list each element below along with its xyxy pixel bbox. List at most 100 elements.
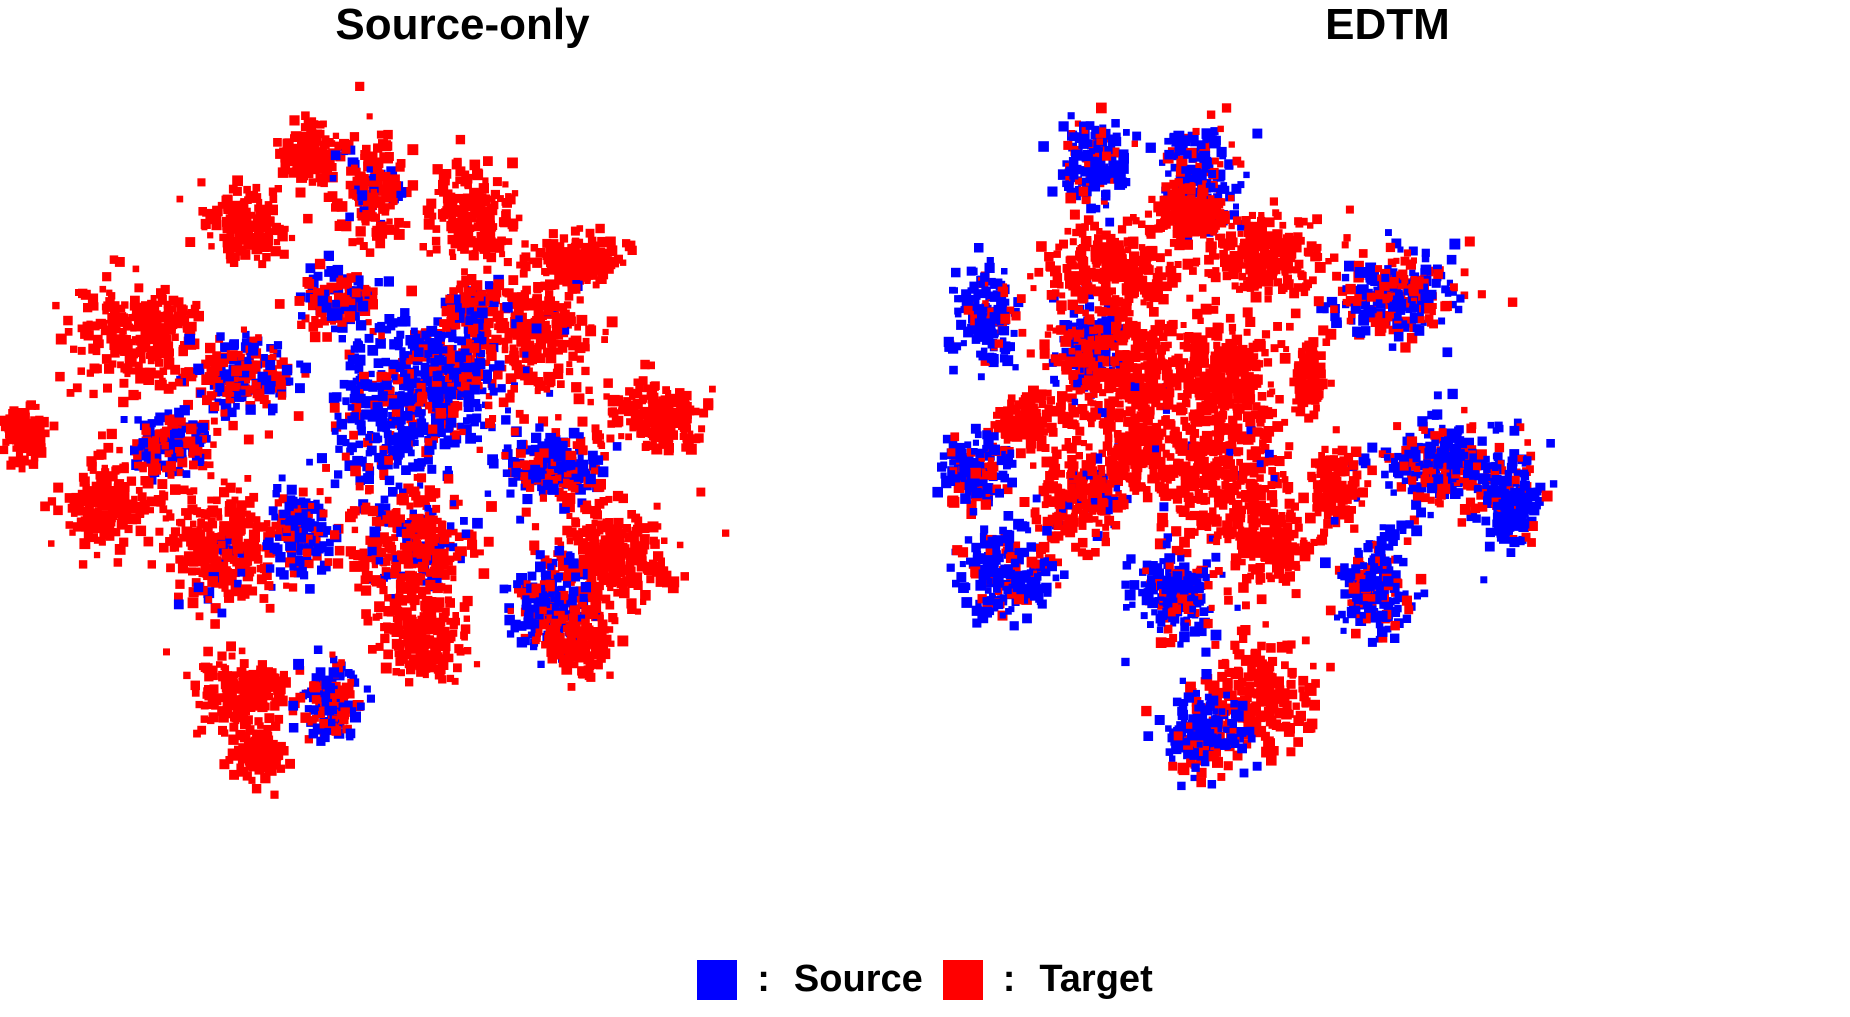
point-source [480, 421, 488, 430]
point-source [378, 461, 387, 470]
point-target [424, 485, 435, 496]
point-target [612, 567, 619, 574]
point-target [2, 438, 10, 446]
point-source [463, 417, 470, 424]
point-target [175, 579, 185, 589]
point-target [183, 399, 193, 410]
point-target [554, 273, 566, 285]
point-target [486, 233, 493, 240]
point-target [76, 517, 84, 524]
point-target [568, 272, 576, 280]
point-target [674, 409, 683, 417]
point-target [283, 582, 290, 589]
point-target [404, 660, 413, 669]
point-target [471, 249, 479, 257]
point-target [551, 312, 560, 320]
point-target [509, 350, 519, 361]
point-source [347, 415, 355, 424]
point-target [178, 311, 187, 321]
point-target [111, 497, 118, 504]
point-target [484, 401, 493, 410]
point-target [131, 336, 139, 344]
point-target [309, 117, 317, 124]
point-target [293, 165, 304, 176]
point-target [363, 616, 373, 626]
point-target [106, 471, 117, 481]
point-target [372, 157, 381, 165]
point-target [390, 569, 400, 578]
point-source [363, 473, 374, 484]
point-target [443, 474, 454, 484]
point-source [375, 557, 384, 565]
point-target [608, 256, 619, 268]
point-target [531, 523, 540, 531]
point-target [590, 600, 602, 612]
point-source [575, 611, 586, 622]
point-target [432, 504, 441, 513]
point-source [503, 444, 512, 453]
point-source [367, 345, 379, 356]
point-target [279, 249, 289, 259]
point-target [155, 527, 164, 536]
point-target [178, 344, 187, 353]
point-source [380, 495, 389, 504]
point-source [542, 444, 552, 453]
point-target [299, 147, 307, 155]
point-target [241, 207, 251, 217]
point-target [117, 304, 126, 312]
point-source [279, 509, 288, 519]
point-target [389, 600, 397, 607]
point-target [338, 698, 347, 706]
point-target [561, 467, 572, 478]
point-target [441, 208, 451, 218]
point-target [388, 174, 400, 186]
point-target [209, 520, 218, 529]
point-source [279, 570, 289, 580]
point-target [619, 259, 627, 266]
point-target [558, 560, 569, 572]
point-source [426, 325, 438, 337]
point-target [429, 212, 437, 220]
point-target [185, 237, 196, 247]
point-target [548, 229, 558, 239]
point-source [395, 482, 403, 490]
point-source [474, 358, 486, 370]
point-target [521, 507, 531, 517]
point-target [200, 715, 209, 723]
point-target [116, 518, 128, 530]
point-target [522, 331, 531, 340]
point-target [501, 288, 509, 296]
point-target [251, 380, 261, 389]
point-target [535, 628, 543, 636]
point-source [372, 434, 381, 443]
point-target [240, 326, 247, 333]
point-target [414, 498, 422, 505]
point-source [309, 521, 319, 531]
point-target [655, 576, 666, 587]
point-target [555, 617, 566, 629]
point-target [192, 567, 201, 575]
point-target [585, 651, 594, 659]
point-target [345, 546, 356, 557]
point-source [220, 369, 232, 380]
point-target [268, 371, 278, 381]
point-target [440, 548, 449, 557]
point-target [86, 456, 97, 467]
point-target [348, 551, 357, 560]
point-target [247, 385, 256, 394]
point-target [424, 512, 435, 523]
point-target [507, 607, 514, 615]
point-source [417, 482, 424, 489]
point-target [416, 630, 426, 639]
point-target [564, 292, 574, 301]
point-target [150, 321, 161, 332]
point-target [492, 177, 502, 187]
point-target [74, 496, 85, 507]
point-source [394, 391, 402, 399]
point-source [460, 517, 468, 525]
point-target [69, 529, 76, 536]
point-target [154, 379, 166, 391]
point-target [276, 684, 286, 695]
point-target [553, 330, 564, 340]
point-target [139, 499, 150, 511]
